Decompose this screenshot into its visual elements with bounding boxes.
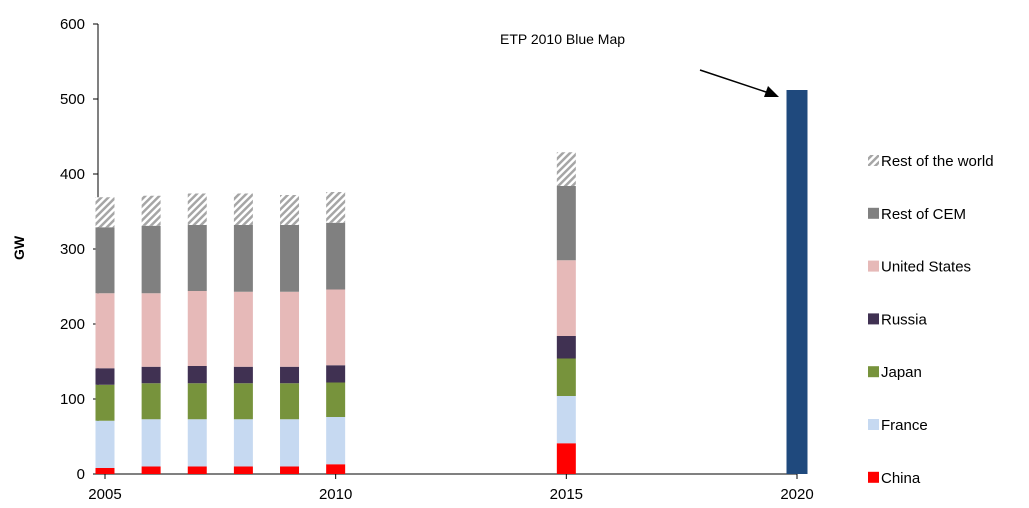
legend: Rest of the world Rest of CEM United State… [868, 153, 994, 487]
bar-segment [556, 443, 576, 474]
x-tick-label: 2020 [780, 486, 813, 503]
bar-segment [326, 417, 346, 465]
y-tick-label: 0 [77, 466, 85, 483]
bar-segment [141, 225, 161, 294]
bar-segment [233, 366, 253, 384]
legend-label: United States [881, 259, 971, 276]
y-tick-label: 600 [60, 16, 85, 33]
bar-segment [280, 466, 300, 474]
bar-segment [233, 193, 253, 225]
bar-segment [95, 384, 115, 421]
bar-segment [141, 195, 161, 226]
y-tick-label: 500 [60, 91, 85, 108]
bar-segment [187, 383, 207, 420]
legend-swatch [868, 419, 879, 430]
y-tick-label: 100 [60, 391, 85, 408]
bar-segment [187, 291, 207, 366]
bar-segment [141, 366, 161, 384]
bar-segment [141, 466, 161, 474]
legend-swatch [868, 155, 879, 166]
y-tick-label: 300 [60, 241, 85, 258]
bar-segment [187, 366, 207, 384]
legend-label: Russia [881, 311, 928, 328]
bars [95, 90, 808, 474]
bar-segment [326, 464, 346, 474]
legend-label: Rest of the world [881, 153, 994, 170]
bar-segment [233, 291, 253, 367]
bar-segment [141, 383, 161, 420]
y-axis-label: GW [11, 235, 27, 260]
bar-segment [280, 195, 300, 225]
legend-swatch [868, 313, 879, 325]
bar-segment [95, 293, 115, 369]
bar-segment [187, 225, 207, 291]
bar-segment [95, 468, 115, 474]
legend-swatch [868, 207, 879, 219]
target-annotation: ETP 2010 Blue Map [500, 31, 625, 47]
bar-segment [233, 466, 253, 474]
legend-swatch [868, 260, 879, 272]
axes: 0 100 200 300 400 500 600 2005 2010 2015 2020 [60, 16, 814, 503]
bar-segment [141, 293, 161, 367]
legend-swatch [868, 366, 879, 378]
bar-segment [95, 368, 115, 385]
bar-segment [326, 382, 346, 417]
legend-label: Japan [881, 364, 922, 381]
bar-segment [95, 420, 115, 468]
bar-segment [326, 365, 346, 383]
bar-segment [187, 419, 207, 467]
bar-segment [556, 358, 576, 396]
bar-segment [280, 225, 300, 292]
bar-segment [556, 152, 576, 186]
bar-segment [280, 419, 300, 467]
legend-label: China [881, 470, 921, 487]
bar-segment [95, 227, 115, 294]
legend-label: France [881, 417, 928, 434]
bar-segment [280, 383, 300, 420]
bar-segment [233, 419, 253, 467]
bar-segment [556, 260, 576, 336]
bar-segment [556, 186, 576, 261]
legend-label: Rest of CEM [881, 206, 966, 223]
bar-segment [280, 366, 300, 384]
annotation-arrow [699, 69, 776, 96]
bar-segment [187, 466, 207, 474]
bar-segment [187, 193, 207, 225]
bar-segment [233, 383, 253, 420]
bar-segment [556, 396, 576, 444]
bar-segment [326, 289, 346, 366]
x-tick-label: 2015 [550, 486, 583, 503]
y-tick-label: 400 [60, 166, 85, 183]
legend-swatch [868, 471, 879, 483]
bar-segment [233, 225, 253, 292]
y-tick-label: 200 [60, 316, 85, 333]
bar-segment [280, 291, 300, 367]
bar-segment [556, 336, 576, 359]
x-tick-label: 2005 [88, 486, 121, 503]
annotation-arrowhead [764, 86, 779, 97]
bar-segment [326, 222, 346, 290]
x-tick-label: 2010 [319, 486, 352, 503]
target-bar [786, 90, 808, 474]
bar-segment [95, 197, 115, 228]
bar-segment [141, 419, 161, 467]
bar-segment [326, 192, 346, 223]
